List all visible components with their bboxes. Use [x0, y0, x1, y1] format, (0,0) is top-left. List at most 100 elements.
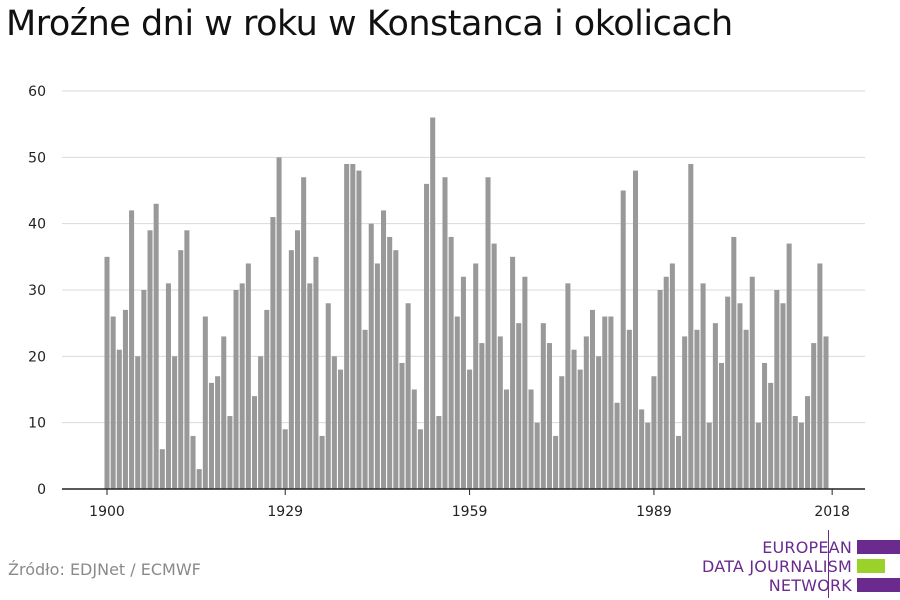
- source-note: Źródło: EDJNet / ECMWF: [8, 560, 201, 579]
- bar: [104, 256, 110, 489]
- bar: [540, 323, 546, 489]
- x-tick-label: 2018: [814, 504, 850, 520]
- logo-bar-bottom: [857, 578, 900, 592]
- bar: [497, 336, 503, 489]
- bar: [602, 316, 608, 489]
- bar: [780, 303, 786, 489]
- bar: [589, 309, 595, 489]
- bar: [626, 329, 632, 489]
- bar: [264, 309, 270, 489]
- bar: [135, 356, 141, 489]
- bar: [682, 336, 688, 489]
- bar: [282, 429, 288, 489]
- bar: [614, 402, 620, 489]
- bar: [553, 435, 559, 489]
- bars: [104, 117, 829, 490]
- bar: [307, 283, 313, 489]
- bar: [387, 236, 393, 489]
- bar: [485, 177, 491, 490]
- bar: [700, 283, 706, 489]
- bar: [165, 283, 171, 489]
- bar: [694, 329, 700, 489]
- bar: [251, 396, 258, 489]
- bar: [196, 469, 202, 489]
- bar: [362, 329, 368, 489]
- bar: [350, 163, 356, 489]
- bar: [172, 356, 178, 489]
- bar: [221, 336, 227, 489]
- bar: [147, 230, 153, 490]
- bar: [122, 309, 128, 489]
- bar: [571, 349, 577, 489]
- bar: [430, 117, 436, 489]
- bar: [577, 369, 583, 489]
- edjnet-logo: EUROPEAN DATA JOURNALISM NETWORK: [700, 528, 900, 600]
- bar: [276, 157, 282, 489]
- bar: [645, 422, 651, 489]
- bar: [233, 290, 239, 489]
- bar: [129, 210, 135, 489]
- bar: [516, 323, 522, 489]
- bar: [762, 362, 768, 489]
- x-tick-label: 1900: [89, 504, 125, 520]
- bar: [503, 389, 509, 489]
- logo-divider: [828, 530, 829, 598]
- bar: [325, 303, 331, 489]
- bar: [712, 323, 718, 489]
- bar: [245, 263, 251, 489]
- logo-line-1: EUROPEAN: [762, 538, 852, 557]
- bar: [817, 263, 823, 489]
- bar: [270, 217, 276, 489]
- bar: [743, 329, 749, 489]
- bar: [663, 276, 669, 489]
- bar: [153, 203, 159, 489]
- bar: [110, 316, 116, 489]
- bar: [184, 230, 190, 490]
- bar: [368, 223, 374, 490]
- bar: [510, 256, 516, 489]
- bar: [559, 376, 565, 489]
- bar: [393, 250, 399, 489]
- bar: [215, 376, 221, 489]
- bar: [159, 449, 165, 489]
- bar: [675, 435, 682, 489]
- bar: [565, 283, 571, 489]
- bar: [534, 422, 540, 489]
- bar: [768, 382, 774, 489]
- bar: [706, 422, 712, 489]
- bar: [725, 296, 731, 489]
- bar: [811, 343, 817, 489]
- bar: [774, 290, 780, 489]
- bar: [442, 177, 448, 490]
- bar: [381, 210, 387, 489]
- bar: [374, 263, 380, 489]
- bar: [798, 422, 804, 489]
- bar: [786, 243, 792, 489]
- bar: [583, 336, 589, 489]
- bar: [178, 250, 184, 489]
- x-tick-label: 1929: [267, 504, 303, 520]
- bar: [356, 170, 362, 489]
- x-tick-label: 1959: [452, 504, 488, 520]
- bar: [688, 163, 694, 489]
- bar: [301, 177, 307, 490]
- bar: [805, 396, 811, 489]
- bar: [737, 303, 743, 489]
- y-tick-label: 40: [28, 217, 46, 233]
- y-tick-label: 0: [37, 482, 46, 498]
- bar: [141, 290, 147, 489]
- bar: [294, 230, 301, 490]
- bar: [227, 416, 233, 489]
- x-tick-label: 1989: [636, 504, 672, 520]
- bar: [448, 236, 454, 489]
- y-tick-label: 20: [28, 349, 46, 365]
- bar: [719, 362, 725, 489]
- bar: [454, 316, 460, 489]
- bar: [338, 369, 344, 489]
- bar: [436, 416, 442, 489]
- bar: [288, 250, 294, 489]
- bar: [405, 303, 411, 489]
- bar: [657, 290, 663, 489]
- bar: [546, 343, 552, 489]
- bar: [792, 416, 798, 489]
